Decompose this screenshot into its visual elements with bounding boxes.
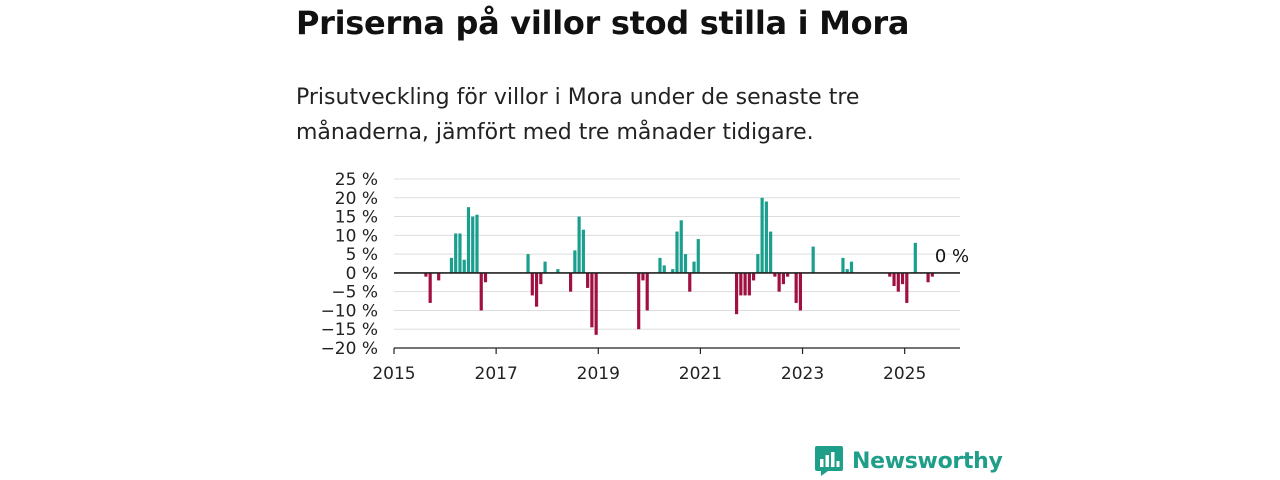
bar (913, 242, 917, 273)
y-tick-label: −5 % (331, 283, 378, 303)
bar (437, 272, 441, 281)
bar (483, 272, 488, 283)
y-tick-label: 5 % (346, 245, 378, 265)
bar (688, 272, 692, 292)
axes (393, 272, 960, 354)
y-tick-label: −15 % (321, 320, 378, 340)
bar (905, 272, 909, 303)
bar (769, 231, 773, 273)
y-tick-label: −10 % (321, 301, 378, 321)
bar (641, 272, 645, 281)
bar (900, 272, 905, 285)
bar (577, 216, 581, 273)
y-tick-label: 10 % (335, 226, 378, 246)
bar (696, 239, 700, 273)
bar (454, 233, 458, 273)
bar (692, 261, 696, 273)
bar (471, 216, 475, 273)
newsworthy-logo-icon (815, 446, 843, 476)
y-tick-label: 15 % (335, 208, 378, 228)
bar (526, 254, 530, 273)
bar (586, 272, 590, 288)
bar (594, 272, 598, 335)
bar (645, 272, 649, 311)
x-tick-label: 2015 (372, 364, 415, 384)
x-tick-label: 2025 (883, 364, 926, 384)
chart-title: Priserna på villor stod stilla i Mora (296, 4, 910, 42)
bar (930, 272, 934, 277)
bar (543, 261, 547, 273)
bar (458, 233, 462, 273)
bar (658, 257, 662, 273)
bar (773, 272, 777, 277)
bar (926, 272, 930, 283)
bar (424, 272, 428, 277)
x-tick-label: 2017 (475, 364, 518, 384)
bar (449, 257, 454, 273)
bar (764, 201, 768, 273)
bar (462, 259, 466, 273)
y-tick-label: 20 % (335, 189, 378, 209)
y-tick-label: 25 % (335, 170, 378, 190)
bar (743, 272, 747, 296)
bar (892, 272, 896, 287)
bar (590, 272, 594, 328)
bar (581, 229, 585, 273)
bar (888, 272, 892, 277)
bar (534, 272, 539, 307)
x-tick-label: 2023 (781, 364, 824, 384)
bar (739, 272, 743, 296)
bar (786, 272, 790, 277)
bar (479, 272, 483, 311)
brand-name: Newsworthy (852, 448, 1003, 474)
bar (760, 197, 764, 273)
bar (662, 265, 666, 273)
bar (794, 272, 798, 303)
bar (556, 269, 560, 273)
bar (845, 269, 849, 273)
y-tick-label: 0 % (346, 264, 378, 284)
bar (811, 246, 815, 273)
bar (675, 231, 679, 273)
bar (539, 272, 543, 285)
tick-labels: 25 %20 %15 %10 %5 %0 %−5 %−10 %−15 %−20 … (321, 170, 970, 384)
bar (777, 272, 781, 292)
bar (683, 254, 688, 273)
bar (896, 272, 900, 292)
bar (573, 250, 577, 273)
bars (424, 197, 934, 335)
newsworthy-brand: Newsworthy (814, 445, 1003, 477)
bar (530, 272, 534, 296)
bar (752, 272, 756, 281)
x-tick-label: 2021 (679, 364, 722, 384)
bar (569, 272, 573, 292)
bar (798, 272, 803, 311)
bar (679, 220, 683, 273)
bar (781, 272, 785, 285)
bar (671, 269, 675, 273)
bar (734, 272, 739, 315)
bar (849, 261, 854, 273)
latest-value-label: 0 % (935, 246, 969, 267)
bar (747, 272, 751, 296)
bar (841, 257, 845, 273)
x-tick-label: 2019 (577, 364, 620, 384)
y-tick-label: −20 % (321, 339, 378, 359)
bar (475, 214, 479, 273)
bar (466, 207, 471, 273)
bar (428, 272, 432, 303)
bar (756, 254, 760, 273)
chart-subtitle: Prisutveckling för villor i Mora under d… (296, 85, 860, 145)
bar (637, 272, 641, 330)
